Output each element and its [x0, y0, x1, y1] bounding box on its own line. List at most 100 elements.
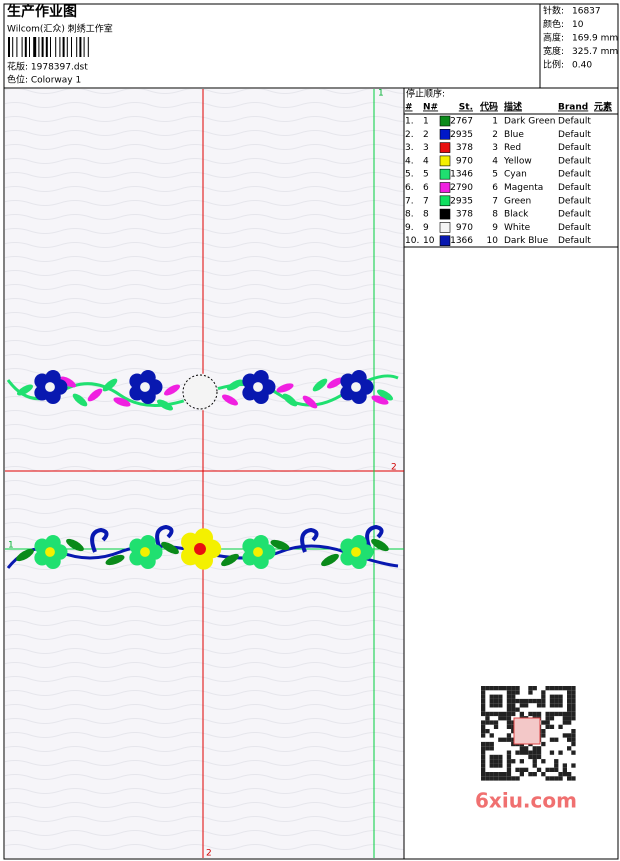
qr-cell [489, 694, 494, 699]
column-header: St. [459, 103, 473, 113]
qr-cell [506, 703, 512, 708]
info-label: 高度: [543, 32, 564, 44]
qr-cell [554, 711, 559, 717]
qr-cell [498, 737, 503, 742]
column-header: # [405, 103, 413, 113]
qr-cell [511, 759, 516, 764]
qr-cell [545, 767, 550, 772]
bar [8, 37, 10, 57]
bar [29, 37, 30, 57]
petal [45, 369, 61, 386]
qr-cell [515, 686, 520, 691]
qr-cell [528, 686, 533, 691]
qr-cell [571, 750, 576, 755]
qr-cell [493, 694, 499, 699]
qr-cell [506, 754, 512, 760]
table-cell: 3 [423, 143, 429, 153]
table-cell: 6 [492, 183, 498, 193]
qr-cell [562, 772, 567, 777]
qr-cell [481, 707, 486, 712]
flower-center [351, 547, 361, 557]
qr-cell [511, 720, 516, 725]
swirl [90, 527, 109, 553]
colorway: 色位: Colorway 1 [7, 74, 81, 86]
table-cell: Default [558, 236, 591, 246]
bar [59, 37, 61, 57]
qr-cell [554, 776, 559, 781]
table-title: 停止顺序: [406, 88, 445, 100]
leaf [371, 395, 389, 405]
petal [140, 369, 156, 386]
leaf [282, 393, 298, 407]
qr-cell [519, 750, 524, 755]
flower-center [140, 382, 150, 392]
qr-cell [532, 772, 537, 777]
bar [45, 37, 48, 57]
qr-cell [485, 746, 490, 751]
qr-cell [545, 686, 550, 691]
watermark: 6xiu.com [475, 789, 577, 813]
qr-logo [513, 717, 541, 745]
qr-cell [554, 703, 559, 708]
qr-cell [489, 733, 494, 738]
qr-cell [493, 776, 499, 781]
swirl [155, 524, 174, 550]
guide-marker: 1 [378, 89, 384, 99]
color-swatch [439, 168, 451, 180]
table-cell: 2. [405, 130, 414, 140]
qr-cell [498, 776, 503, 781]
bar [33, 37, 37, 57]
table-cell: 8 [423, 210, 429, 220]
qr-cell [481, 698, 486, 704]
qr-cell [562, 716, 567, 721]
qr-cell [545, 724, 550, 729]
qr-cell [506, 686, 512, 691]
qr-cell [536, 711, 542, 717]
bar [50, 37, 51, 57]
qr-cell [558, 694, 563, 699]
swirl [365, 524, 384, 550]
table-cell: 3 [492, 143, 498, 153]
table-cell: 7. [405, 196, 414, 206]
qr-cell [502, 737, 507, 742]
qr-cell [532, 698, 537, 704]
qr-cell [524, 767, 529, 772]
qr-cell [549, 686, 555, 691]
flower-center [253, 382, 263, 392]
qr-cell [554, 686, 559, 691]
qr-cell [532, 746, 537, 751]
qr-cell [489, 776, 494, 781]
qr-cell [506, 707, 512, 712]
qr-cell [485, 720, 490, 725]
qr-cell [541, 741, 546, 747]
qr-cell [511, 729, 516, 734]
petal [194, 373, 212, 391]
qr-cell [498, 759, 503, 764]
flower-center [351, 382, 361, 392]
flower-center [253, 547, 263, 557]
qr-cell [485, 729, 490, 734]
table-cell: Dark Blue [504, 236, 549, 246]
qr-cell [541, 690, 546, 695]
column-header: Brand [558, 103, 588, 113]
qr-cell [524, 750, 529, 755]
qr-cell [549, 750, 555, 755]
qr-cell [536, 750, 542, 755]
leaf [371, 538, 389, 552]
qr-cell [502, 716, 507, 721]
bar [83, 37, 85, 57]
leaf [276, 383, 294, 393]
leaf [17, 384, 33, 396]
table-cell: Red [504, 143, 521, 153]
table-cell: 1366 [450, 236, 473, 246]
table-cell: 1346 [450, 170, 473, 180]
qr-cell [562, 733, 567, 738]
qr-cell [506, 720, 512, 725]
qr-cell [481, 729, 486, 734]
table-cell: Magenta [504, 183, 543, 193]
leaf [222, 394, 238, 406]
table-cell: 970 [456, 223, 473, 233]
qr-cell [571, 694, 576, 699]
table-cell: Default [558, 170, 591, 180]
qr-cell [506, 698, 512, 704]
